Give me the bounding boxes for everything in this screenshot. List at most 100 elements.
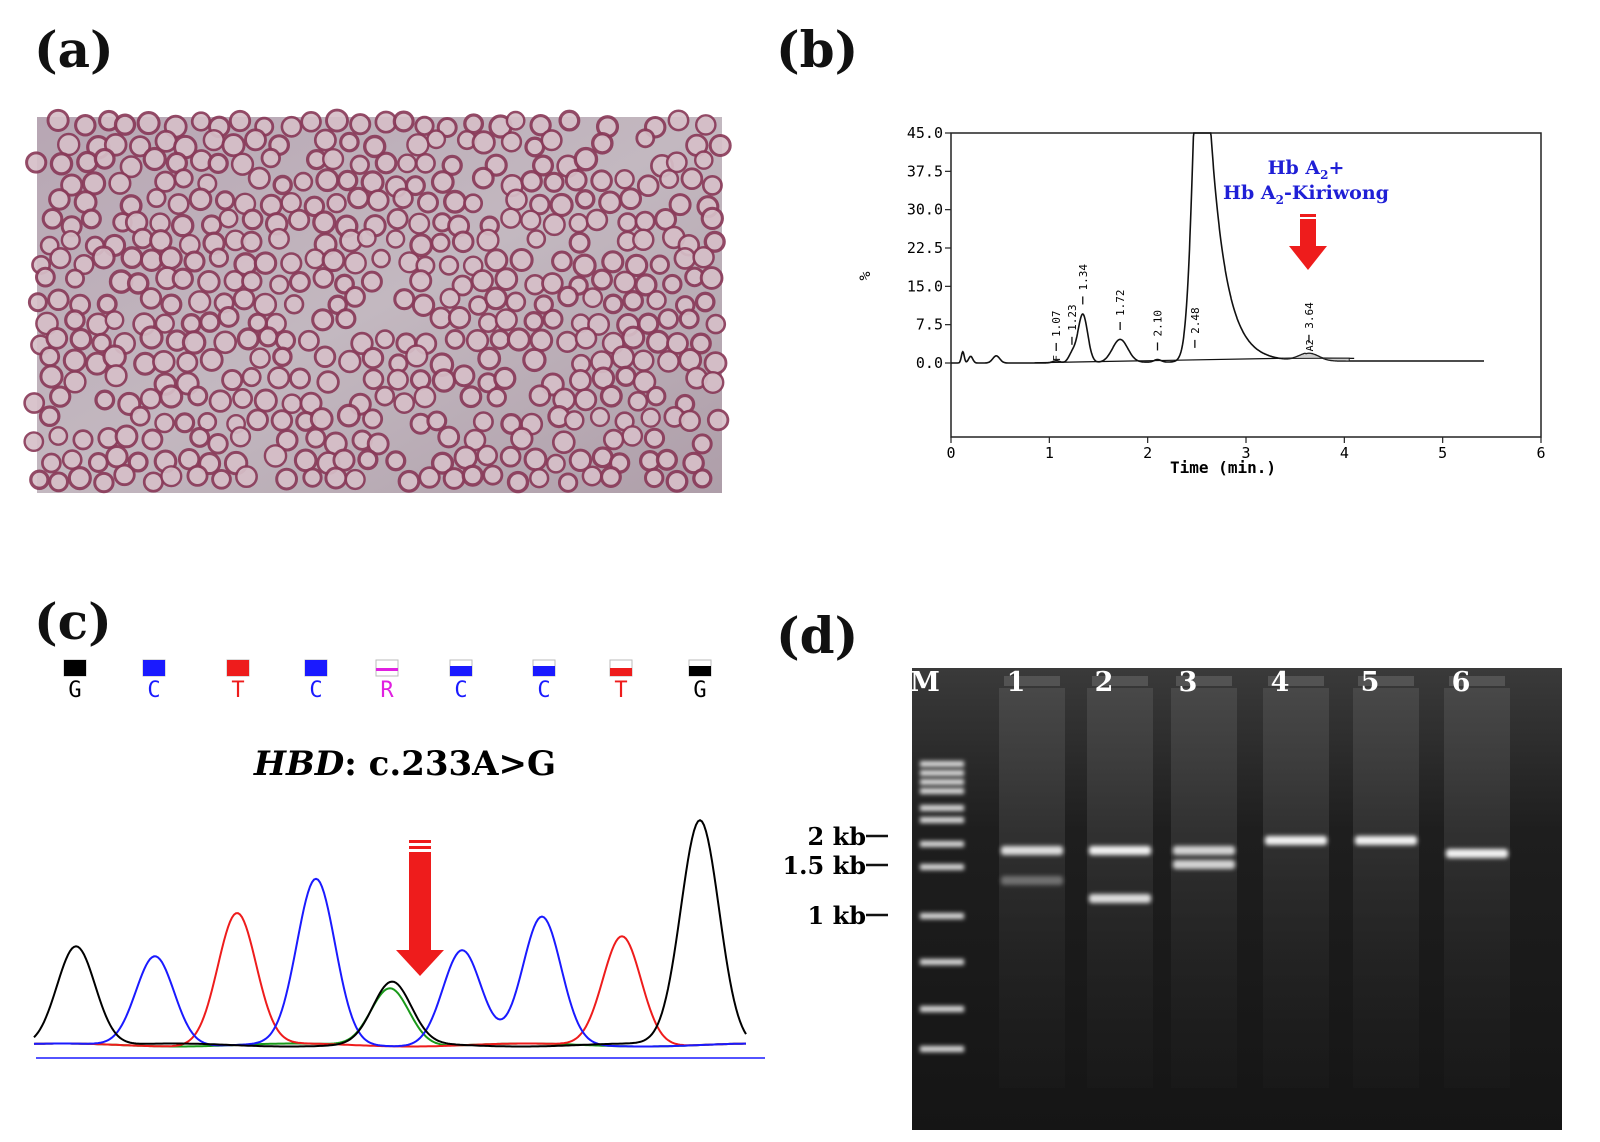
red-blood-cell: [471, 166, 495, 190]
red-blood-cell: [413, 385, 437, 409]
red-blood-cell: [397, 153, 417, 174]
mutation-label: HBD: c.233A>G: [253, 744, 556, 784]
red-blood-cell: [91, 332, 112, 354]
red-blood-cell: [601, 250, 625, 274]
red-blood-cell: [505, 110, 526, 131]
x-tick-label: 2: [1143, 444, 1152, 462]
ladder-band: [920, 770, 964, 776]
red-blood-cell: [25, 151, 48, 174]
red-blood-cell: [349, 113, 372, 136]
red-blood-cell: [67, 466, 92, 491]
red-blood-cell: [94, 389, 116, 411]
red-blood-cell: [668, 193, 692, 217]
red-blood-cell: [397, 469, 421, 493]
red-blood-cell: [253, 388, 278, 413]
red-blood-cell: [288, 271, 311, 293]
ladder-band: [920, 841, 964, 847]
red-blood-cell: [528, 384, 552, 407]
red-blood-cell: [599, 384, 623, 408]
red-blood-cell: [183, 250, 206, 273]
x-tick-label: 1: [1045, 444, 1054, 462]
red-blood-cell: [232, 388, 254, 409]
red-blood-cell: [280, 115, 303, 138]
x-tick-label: 6: [1536, 444, 1545, 462]
red-blood-cell: [545, 453, 566, 474]
red-blood-cell: [64, 268, 86, 289]
red-blood-cell: [404, 175, 426, 197]
red-blood-cell: [247, 166, 271, 190]
red-blood-cell: [288, 208, 311, 232]
red-blood-cell: [236, 327, 260, 351]
red-blood-cell: [257, 326, 279, 348]
red-blood-cell: [599, 466, 622, 489]
red-blood-cell: [406, 133, 430, 157]
red-blood-cell: [614, 169, 635, 190]
red-blood-cell: [336, 169, 359, 192]
red-blood-cell: [267, 366, 291, 390]
red-blood-cell: [667, 109, 690, 132]
ladder-band: [920, 761, 964, 767]
red-blood-cell: [619, 187, 643, 211]
red-blood-cell: [158, 246, 183, 271]
hba2-annotation-line2: Hb A2-Kiriwong: [1223, 182, 1389, 207]
red-blood-cell: [632, 369, 657, 394]
gel-lane-labels: M 1 2 3 4 5 6: [910, 667, 1470, 698]
red-blood-cell: [385, 450, 407, 472]
red-blood-cell: [622, 290, 644, 312]
red-blood-cell: [430, 451, 455, 475]
red-blood-cell: [431, 368, 457, 393]
gel-lane: [1353, 688, 1419, 1088]
red-blood-cell: [533, 294, 554, 315]
red-blood-cell: [611, 345, 636, 370]
ladder-band: [920, 779, 964, 785]
red-blood-cell: [315, 168, 340, 193]
red-blood-cell: [93, 471, 115, 494]
red-blood-cell: [197, 269, 221, 294]
base-color-fill: [227, 660, 249, 676]
red-blood-cell: [102, 344, 127, 369]
red-blood-cell: [692, 468, 713, 489]
red-blood-cell: [154, 313, 175, 334]
blood-smear-image: [23, 108, 732, 494]
red-blood-cell: [529, 328, 554, 353]
red-blood-cell: [510, 427, 534, 451]
red-blood-cell: [139, 387, 162, 410]
base-color-fill: [689, 666, 711, 676]
ladder-band: [920, 788, 964, 794]
red-blood-cell: [526, 229, 547, 249]
red-blood-cell: [321, 248, 346, 273]
hplc-chromatogram: % 45.0 37.5 30.0 22.5 15.0 7.5 0.0 0 1 2 3 4 5 6 1.0…: [856, 124, 1546, 477]
red-blood-cell: [305, 427, 327, 449]
red-blood-cell: [665, 151, 688, 174]
red-blood-cell: [645, 329, 671, 354]
red-blood-cell: [520, 209, 542, 231]
red-blood-cell: [430, 232, 451, 253]
red-blood-cell: [386, 368, 409, 391]
red-blood-cell: [442, 467, 466, 490]
red-blood-cell: [573, 388, 598, 412]
red-blood-cell: [437, 425, 461, 449]
hba2-annotation-line1: Hb A2+: [1268, 157, 1345, 182]
ladder-band: [920, 959, 964, 965]
red-blood-cell: [393, 392, 416, 414]
peak-time-label: 1.72: [1114, 290, 1127, 317]
red-blood-cell: [316, 370, 340, 394]
ladder-band: [920, 817, 964, 823]
red-blood-cell: [213, 330, 238, 355]
red-blood-cell: [700, 206, 724, 231]
red-blood-cell: [486, 387, 507, 408]
red-blood-cell: [62, 348, 87, 373]
red-blood-cell: [649, 254, 670, 275]
red-blood-cell: [659, 168, 680, 190]
red-blood-cell: [152, 350, 176, 374]
red-blood-cell: [644, 467, 665, 489]
red-blood-cell: [572, 253, 597, 278]
red-blood-cell: [108, 171, 132, 195]
red-blood-cell: [408, 212, 431, 235]
red-blood-cell: [207, 433, 229, 455]
red-blood-cell: [447, 306, 472, 330]
chromatogram-trace: [951, 132, 1484, 364]
gel-lane-label: 1: [1007, 667, 1026, 698]
red-blood-cell: [322, 147, 345, 171]
